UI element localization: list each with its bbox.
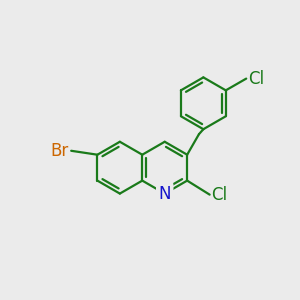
Text: Cl: Cl bbox=[211, 186, 227, 204]
Text: N: N bbox=[158, 184, 171, 202]
Text: Cl: Cl bbox=[248, 70, 264, 88]
Text: Br: Br bbox=[51, 142, 69, 160]
